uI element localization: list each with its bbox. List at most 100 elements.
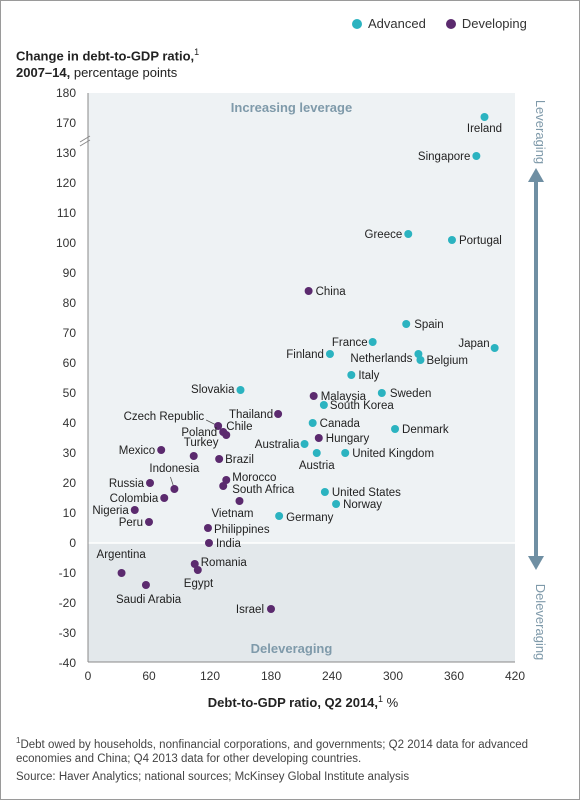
chart-title-line1: Change in debt-to-GDP ratio, — [16, 48, 195, 64]
y-tick-label: 90 — [63, 266, 77, 280]
point-advanced — [402, 320, 411, 328]
point-developing — [214, 422, 223, 430]
x-tick-label: 240 — [322, 669, 342, 683]
y-tick-label: 110 — [57, 206, 76, 220]
point-developing — [309, 392, 318, 400]
point-label: Vietnam — [211, 508, 253, 520]
point-label: Netherlands — [350, 353, 412, 365]
point-label: Russia — [109, 478, 145, 490]
point-label: Turkey — [184, 437, 219, 449]
point-advanced — [312, 449, 321, 457]
leverage-arrow-head-up — [528, 168, 544, 182]
point-label: Ireland — [467, 123, 502, 135]
point-label: Morocco — [232, 472, 276, 484]
x-tick-label: 360 — [444, 669, 464, 683]
footnote: 1Debt owed by households, nonfinancial c… — [16, 734, 566, 766]
point-advanced — [325, 350, 334, 358]
y-tick-label: 50 — [63, 386, 77, 400]
point-label: Belgium — [426, 355, 468, 367]
point-developing — [141, 581, 150, 589]
point-developing — [204, 539, 213, 547]
point-label: Greece — [365, 229, 403, 241]
point-advanced — [414, 350, 423, 358]
point-advanced — [490, 344, 499, 352]
point-label: United States — [332, 487, 401, 499]
y-tick-label: 40 — [63, 416, 77, 430]
point-developing — [160, 494, 169, 502]
point-advanced — [368, 338, 377, 346]
footnote-sup: 1 — [16, 736, 21, 745]
point-label: Norway — [343, 499, 382, 511]
point-label: Denmark — [402, 424, 449, 436]
chart-title-line2-bold: 2007–14, — [16, 65, 71, 81]
point-label: Singapore — [418, 151, 470, 163]
scatter-chart: Increasing leverage Deleveraging -40 -30 -20… — [56, 86, 548, 710]
point-advanced — [236, 386, 245, 394]
point-label: Brazil — [225, 454, 254, 466]
point-label: Czech Republic — [124, 411, 205, 423]
point-developing — [117, 569, 126, 577]
y-tick-label: 30 — [63, 446, 77, 460]
legend: Advanced Developing — [352, 16, 527, 31]
point-label: China — [316, 286, 347, 298]
point-advanced — [319, 401, 328, 409]
point-developing — [219, 482, 228, 490]
point-label: United Kingdom — [352, 448, 434, 460]
point-label: Saudi Arabia — [116, 594, 182, 606]
point-label: Australia — [255, 439, 300, 451]
point-label: Nigeria — [92, 505, 129, 517]
point-label: France — [332, 337, 368, 349]
point-developing — [203, 524, 212, 532]
point-label: South Korea — [330, 400, 395, 412]
point-developing — [304, 287, 313, 295]
point-advanced — [416, 356, 425, 364]
point-developing — [130, 506, 139, 514]
legend-item-advanced: Advanced — [352, 16, 426, 31]
point-label: Israel — [236, 604, 264, 616]
y-tick-label: 130 — [56, 146, 76, 160]
point-developing — [267, 605, 275, 613]
point-label: South Africa — [232, 484, 295, 496]
point-advanced — [480, 113, 489, 121]
point-developing — [222, 476, 231, 484]
footnote-text: Debt owed by households, nonfinancial co… — [16, 738, 529, 765]
chart-title-line2-rest: percentage points — [70, 65, 178, 81]
y-tick-label: -40 — [59, 656, 77, 670]
arrow-label-leveraging: Leveraging — [533, 100, 548, 164]
point-label: Argentina — [97, 549, 147, 561]
region-label-increasing: Increasing leverage — [231, 100, 352, 115]
legend-item-developing: Developing — [445, 16, 527, 31]
chart-title-sup: 1 — [194, 47, 200, 57]
upper-region — [88, 93, 515, 543]
x-axis-label: Debt-to-GDP ratio, Q2 2014,1 % — [208, 694, 399, 710]
point-developing — [215, 455, 224, 463]
point-label: Peru — [119, 517, 143, 529]
point-label: Chile — [226, 421, 252, 433]
point-label: Hungary — [326, 433, 370, 445]
y-tick-label: 100 — [56, 236, 76, 250]
point-label: Austria — [299, 460, 335, 472]
y-tick-label: 170 — [56, 116, 76, 130]
point-label: Egypt — [184, 578, 214, 590]
point-label: India — [216, 538, 242, 550]
y-axis-break-mark — [79, 135, 91, 147]
point-developing — [145, 518, 153, 526]
point-label: Colombia — [110, 493, 159, 505]
point-advanced — [472, 152, 481, 160]
point-developing — [193, 566, 202, 574]
point-advanced — [275, 512, 284, 520]
legend-label-developing: Developing — [461, 16, 527, 31]
x-tick-label: 120 — [200, 669, 220, 683]
point-label: Indonesia — [149, 463, 199, 475]
x-tick-label: 60 — [142, 669, 156, 683]
point-label: Portugal — [459, 235, 502, 247]
x-tick-label: 180 — [261, 669, 281, 683]
point-label: Malaysia — [321, 391, 367, 403]
point-label: Finland — [286, 349, 324, 361]
y-tick-label: -30 — [59, 626, 77, 640]
y-tick-label: 120 — [56, 176, 76, 190]
region-label-deleveraging: Deleveraging — [251, 641, 333, 656]
point-developing — [274, 410, 283, 418]
point-advanced — [308, 419, 317, 427]
point-developing — [314, 434, 323, 442]
